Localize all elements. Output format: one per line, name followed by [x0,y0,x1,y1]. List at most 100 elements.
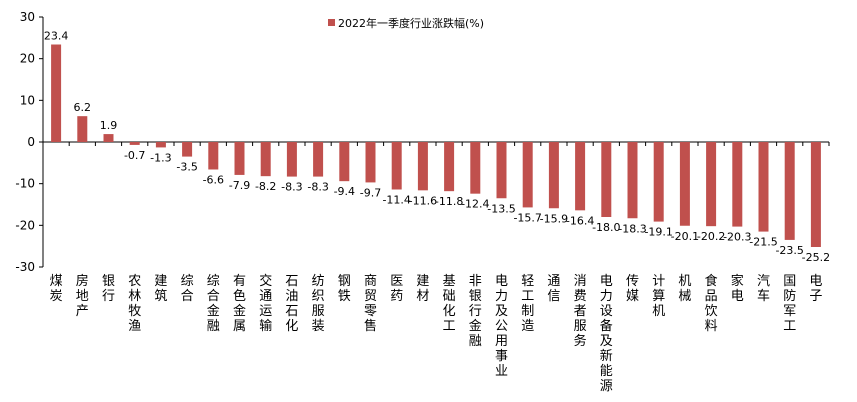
y-tick-label: 0 [27,135,35,149]
data-label: 6.2 [74,101,92,114]
bar [732,142,743,227]
category-label: 医药 [390,274,403,304]
data-label: -9.7 [360,186,381,199]
bars [51,44,821,247]
bar [679,142,690,226]
category-label: 国防军工 [783,274,796,334]
data-label: -19.1 [644,226,672,239]
data-label: -18.3 [618,222,646,235]
category-label: 建筑 [154,274,167,304]
data-label: 1.9 [100,119,118,132]
category-label: 有色金属 [233,274,246,334]
category-label: 纺织服装 [312,274,325,334]
x-axis [42,141,830,146]
category-label: 家电 [731,273,744,304]
bar [365,142,376,183]
bar [784,142,795,240]
bar [548,142,559,209]
bar [286,142,297,177]
category-label: 非银行金融 [469,274,482,349]
y-tick-label: -30 [15,260,35,274]
bar [103,134,114,142]
data-label: -1.3 [150,151,171,164]
bar [444,142,455,192]
bar [575,142,586,211]
bar [810,142,821,247]
bar [391,142,402,190]
data-label: -20.3 [723,231,751,244]
data-label: -8.3 [307,181,328,194]
data-label: -6.6 [203,174,224,187]
category-label: 电力及公用事业 [495,274,508,379]
data-label: -11.8 [435,195,463,208]
y-axis: -30 -20 -10 0 10 20 30 [15,10,44,274]
category-label: 建材 [416,274,429,304]
value-labels: 23.4 6.2 1.9 -0.7 -1.3 -3.5 -6.6 -7.9 -8.2 -8.3 -8… [44,30,830,265]
category-label: 计算机 [652,274,665,319]
legend: 2022年一季度行业涨跌幅(%) [328,16,484,30]
category-label: 电力设备及新能源 [600,274,613,394]
data-label: -7.9 [229,179,250,192]
data-label: -20.2 [697,230,725,243]
category-label: 消费者服务 [574,274,587,349]
bar [470,142,481,194]
data-label: -11.4 [382,194,410,207]
bar [208,142,219,170]
bar [260,142,271,177]
category-label: 煤炭 [50,274,63,304]
data-label: -16.4 [566,214,594,227]
data-label: -18.0 [592,221,620,234]
data-label: -3.5 [176,161,197,174]
category-label: 石油石化 [285,274,298,334]
data-label: 23.4 [44,30,69,43]
category-label: 机械 [678,274,691,304]
category-label: 商贸零售 [364,274,377,334]
bar [182,142,193,157]
data-label: -15.7 [513,211,541,224]
category-label: 基础化工 [443,274,456,334]
data-label: -11.6 [409,194,437,207]
y-tick-label: -10 [15,177,35,191]
data-label: -21.5 [749,236,777,249]
data-label: -13.5 [487,202,515,215]
bar [706,142,717,227]
data-label: -0.7 [124,149,145,162]
y-tick-label: 20 [20,52,35,66]
y-tick-label: 10 [20,93,35,107]
bar [758,142,769,232]
data-label: -8.3 [281,181,302,194]
bar [51,44,62,142]
y-tick-label: 30 [20,10,35,24]
category-label: 综合 [181,274,194,304]
bar [496,142,507,199]
category-label: 轻工制造 [521,274,534,334]
data-label: -12.4 [461,198,489,211]
bar [627,142,638,219]
data-label: -20.1 [671,230,699,243]
bar [155,142,166,148]
category-label: 钢铁 [338,274,351,304]
data-label: -8.2 [255,180,276,193]
category-label: 交通运输 [259,273,272,334]
bar [234,142,245,175]
bar [601,142,612,217]
category-label: 通信 [547,274,560,304]
bar [653,142,664,222]
category-label: 食品饮料 [705,273,718,334]
category-label: 电子 [809,274,822,304]
bar [417,142,428,191]
y-tick-label: -20 [15,218,35,232]
category-label: 综合金融 [207,274,220,334]
bar [77,116,88,142]
data-label: -15.9 [540,212,568,225]
data-label: -9.4 [334,185,355,198]
legend-label: 2022年一季度行业涨跌幅(%) [338,16,484,30]
bar [129,142,140,145]
data-label: -23.5 [775,244,803,257]
category-label: 汽车 [757,274,770,304]
legend-swatch [328,19,335,26]
category-label: 银行 [102,274,115,304]
category-label: 传媒 [626,274,639,304]
